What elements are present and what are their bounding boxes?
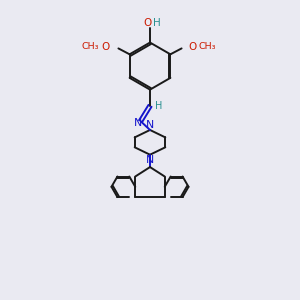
Text: H: H: [153, 18, 160, 28]
Text: O: O: [143, 18, 152, 28]
Text: N: N: [146, 120, 154, 130]
Text: N: N: [146, 155, 154, 165]
Text: CH₃: CH₃: [199, 42, 216, 51]
Text: N: N: [134, 118, 142, 128]
Text: O: O: [189, 42, 197, 52]
Text: CH₃: CH₃: [82, 42, 99, 51]
Text: O: O: [101, 42, 110, 52]
Text: H: H: [154, 101, 162, 111]
